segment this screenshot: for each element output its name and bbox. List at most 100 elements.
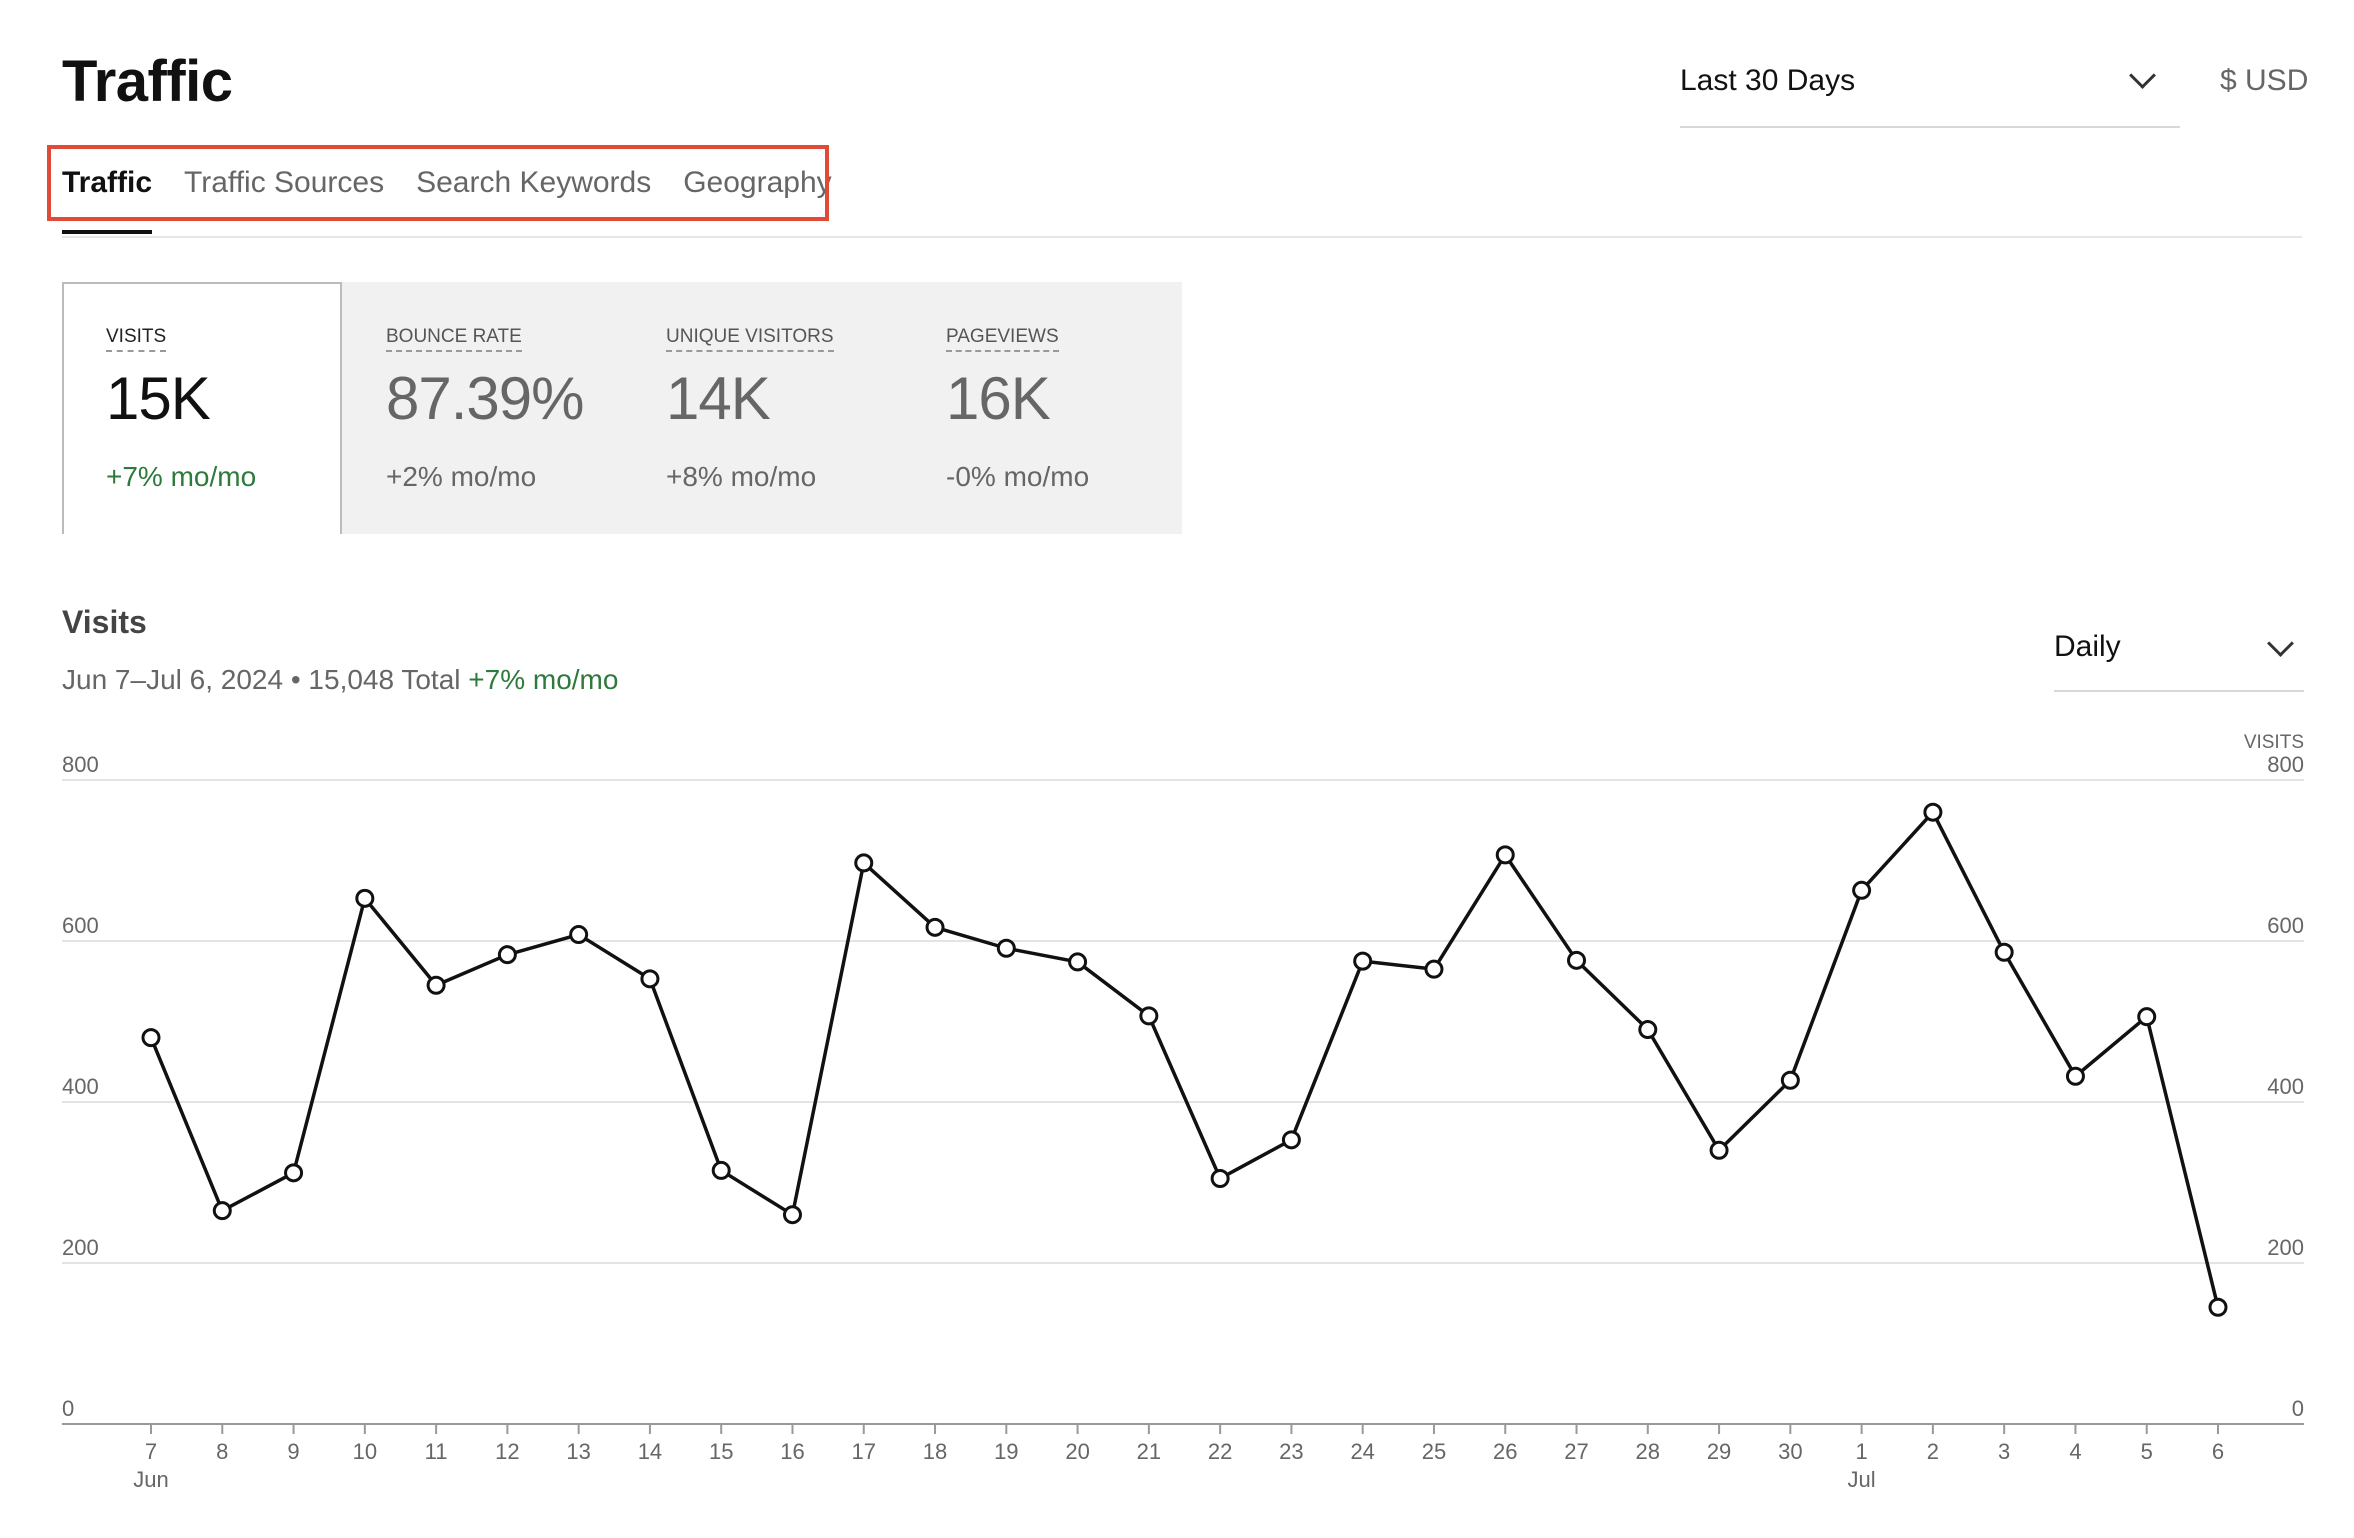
data-point <box>141 1028 161 1048</box>
y-tick-label-right: 600 <box>2267 913 2304 938</box>
data-point <box>1068 952 1088 972</box>
data-point <box>1424 959 1444 979</box>
metric-label: PAGEVIEWS <box>946 326 1059 352</box>
x-tick-label: 17 <box>852 1439 876 1464</box>
metric-change: +2% mo/mo <box>386 461 537 492</box>
x-tick-label: 18 <box>923 1439 947 1464</box>
metric-label: UNIQUE VISITORS <box>666 326 834 352</box>
chart-subtitle: Jun 7–Jul 6, 2024 • 15,048 Total +7% mo/… <box>62 664 618 696</box>
x-tick-label: 25 <box>1422 1439 1446 1464</box>
data-point <box>212 1201 232 1221</box>
y-tick-label-left: 400 <box>62 1074 99 1099</box>
metric-visits[interactable]: VISITS 15K +7% mo/mo <box>62 282 342 534</box>
data-point <box>1852 880 1872 900</box>
x-tick-label: 30 <box>1778 1439 1802 1464</box>
x-tick-label: 20 <box>1065 1439 1089 1464</box>
y-tick-label-left: 600 <box>62 913 99 938</box>
y-tick-label-right: 200 <box>2267 1235 2304 1260</box>
x-tick-label: 12 <box>495 1439 519 1464</box>
data-point <box>996 938 1016 958</box>
x-tick-label: 7 <box>145 1439 157 1464</box>
x-tick-label: 5 <box>2141 1439 2153 1464</box>
metric-change: -0% mo/mo <box>946 461 1090 492</box>
x-tick-label: 23 <box>1279 1439 1303 1464</box>
data-point <box>925 917 945 937</box>
x-tick-label: 29 <box>1707 1439 1731 1464</box>
data-point <box>426 975 446 995</box>
chart-change: +7% mo/mo <box>468 664 619 695</box>
metric-unique-visitors[interactable]: UNIQUE VISITORS 14K +8% mo/mo <box>622 282 902 534</box>
data-point <box>1567 950 1587 970</box>
data-point <box>1495 845 1515 865</box>
metric-value: 87.39% <box>386 365 585 432</box>
tab-geography[interactable]: Geography <box>683 166 832 199</box>
x-tick-label: 21 <box>1137 1439 1161 1464</box>
tab-traffic-sources[interactable]: Traffic Sources <box>184 166 385 199</box>
data-point <box>711 1160 731 1180</box>
x-tick-label: 10 <box>353 1439 377 1464</box>
data-point <box>854 853 874 873</box>
metric-bounce-rate[interactable]: BOUNCE RATE 87.39% +2% mo/mo <box>342 282 622 534</box>
y-tick-label-left: 200 <box>62 1235 99 1260</box>
metric-value: 14K <box>666 365 771 432</box>
x-tick-label: 15 <box>709 1439 733 1464</box>
metric-change: +7% mo/mo <box>106 461 257 492</box>
currency-label[interactable]: $ USD <box>2220 64 2309 97</box>
data-point <box>782 1205 802 1225</box>
y-tick-label-left: 0 <box>62 1396 74 1421</box>
data-point <box>1139 1006 1159 1026</box>
period-dropdown[interactable]: Daily <box>2054 620 2304 692</box>
data-point <box>2137 1007 2157 1027</box>
metric-pageviews[interactable]: PAGEVIEWS 16K -0% mo/mo <box>902 282 1182 534</box>
y-tick-label-right: 800 <box>2267 752 2304 777</box>
data-point <box>569 925 589 945</box>
chart-title: Visits <box>62 604 147 640</box>
x-month-label: Jun <box>133 1467 168 1492</box>
x-tick-label: 24 <box>1350 1439 1374 1464</box>
metric-value: 15K <box>106 365 211 432</box>
tab-bar: Traffic Traffic Sources Search Keywords … <box>62 160 832 236</box>
data-point <box>1709 1140 1729 1160</box>
x-tick-label: 3 <box>1998 1439 2010 1464</box>
data-point <box>355 888 375 908</box>
x-tick-label: 8 <box>216 1439 228 1464</box>
x-tick-label: 13 <box>566 1439 590 1464</box>
data-point <box>2208 1297 2228 1317</box>
x-tick-label: 19 <box>994 1439 1018 1464</box>
data-point <box>497 945 517 965</box>
x-tick-label: 2 <box>1927 1439 1939 1464</box>
series-line <box>149 810 2220 1308</box>
tab-search-keywords[interactable]: Search Keywords <box>416 166 652 199</box>
data-point <box>2065 1066 2085 1086</box>
x-tick-label: 28 <box>1636 1439 1660 1464</box>
data-point <box>1923 802 1943 822</box>
data-point <box>1780 1070 1800 1090</box>
metric-label: VISITS <box>106 326 167 352</box>
x-tick-label: 14 <box>638 1439 662 1464</box>
data-point <box>1281 1130 1301 1150</box>
x-tick-label: 9 <box>287 1439 299 1464</box>
x-month-label: Jul <box>1848 1467 1876 1492</box>
x-tick-label: 1 <box>1855 1439 1867 1464</box>
date-range-dropdown[interactable]: Last 30 Days <box>1680 54 2180 128</box>
x-tick-label: 11 <box>425 1439 448 1464</box>
y-tick-label-right: 400 <box>2267 1074 2304 1099</box>
data-point <box>1638 1020 1658 1040</box>
tab-traffic[interactable]: Traffic <box>62 160 153 236</box>
y-tick-label-right: 0 <box>2292 1396 2304 1421</box>
y-axis-title: VISITS <box>2244 732 2304 753</box>
page-title: Traffic <box>62 49 233 114</box>
data-point <box>1353 951 1373 971</box>
tabs-highlight-box <box>47 145 829 221</box>
data-point <box>1210 1168 1230 1188</box>
data-point <box>1994 942 2014 962</box>
metric-value: 16K <box>946 365 1051 432</box>
x-tick-label: 4 <box>2069 1439 2081 1464</box>
date-range-label: Last 30 Days <box>1680 64 1856 97</box>
chart-date-range: Jun 7–Jul 6, 2024 • 15,048 Total <box>62 664 461 695</box>
x-tick-label: 16 <box>780 1439 804 1464</box>
metric-label: BOUNCE RATE <box>386 326 522 352</box>
tabs-divider <box>62 236 2302 238</box>
metric-change: +8% mo/mo <box>666 461 817 492</box>
